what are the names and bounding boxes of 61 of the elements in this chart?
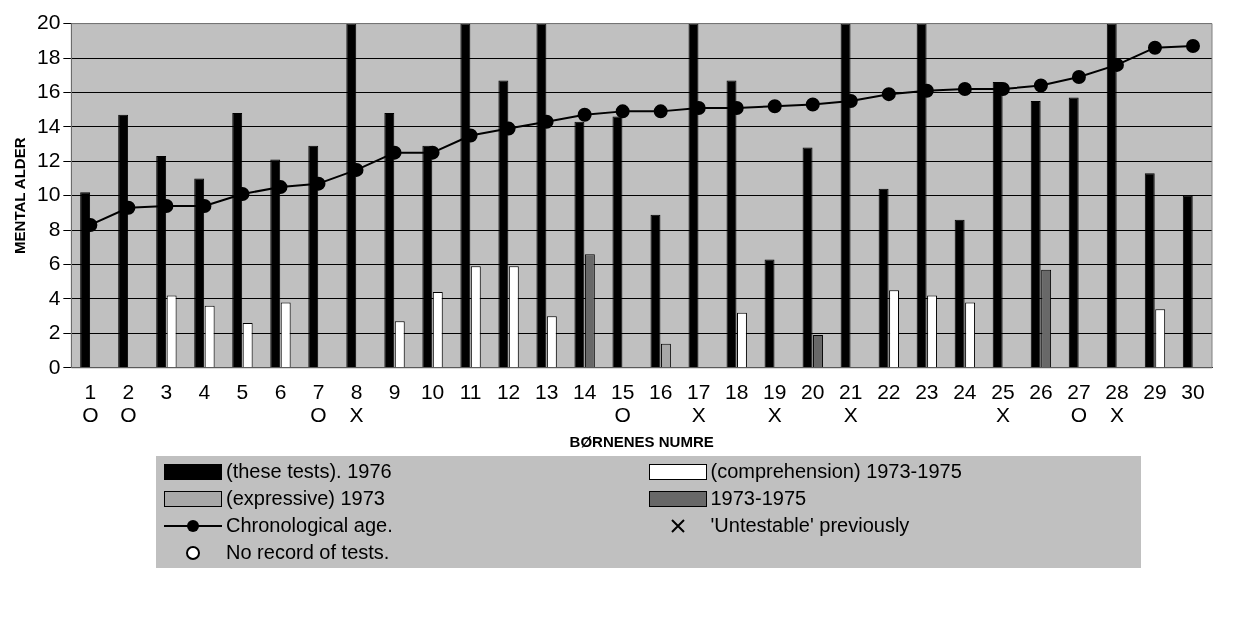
y-tick-label: 18 — [37, 44, 61, 68]
x-tick-label: 17 X — [687, 380, 711, 427]
y-tick-label: 6 — [48, 251, 61, 275]
x-tick-label: 26 — [1029, 380, 1053, 404]
legend-label: Chronological age. — [226, 514, 393, 537]
x-tick-label: 9 — [388, 380, 401, 404]
y-tick-label: 0 — [48, 354, 61, 378]
y-tick-label: 16 — [37, 79, 61, 103]
x-tick-label: 29 — [1143, 380, 1167, 404]
x-tick-label: 6 — [274, 380, 287, 404]
legend-label: (comprehension) 1973-1975 — [710, 460, 962, 483]
point — [1147, 40, 1162, 55]
text: 'Untestable' previously — [710, 514, 910, 537]
x-tick-label: 24 — [953, 380, 977, 404]
x-tick-label: 21 X — [839, 380, 863, 427]
y-tick-label: 8 — [48, 216, 61, 240]
point — [805, 97, 820, 112]
point — [1033, 78, 1048, 93]
x-tick-label: 25 X — [991, 380, 1015, 427]
point — [653, 104, 668, 119]
legend-label: (these tests). 1976 — [226, 460, 392, 483]
x-axis-title: BØRNENES NUMRE — [569, 433, 714, 451]
x-tick-label: 18 — [725, 380, 749, 404]
x-tick-label: 19 X — [763, 380, 787, 427]
x-tick-label: 22 — [877, 380, 901, 404]
point — [577, 107, 592, 122]
x-tick-label: 30 — [1181, 380, 1205, 404]
point — [767, 99, 782, 114]
y-tick-label: 20 — [37, 10, 61, 34]
x-tick-label: 4 — [198, 380, 211, 404]
point — [881, 87, 896, 102]
x-tick-label: 1 O — [82, 380, 99, 427]
x-tick-label: 12 — [496, 380, 521, 404]
point — [1185, 38, 1200, 53]
x-tick-label: 5 — [236, 380, 249, 404]
x-tick-label: 11 — [459, 380, 482, 404]
x-tick-label: 3 — [160, 380, 173, 404]
legend-label: (expressive) 1973 — [226, 487, 385, 510]
x-tick-label: 7 O — [310, 380, 327, 427]
x-tick-label: 8 X — [349, 380, 364, 427]
text: No record of tests. — [226, 541, 390, 564]
point — [615, 104, 630, 119]
x-tick-label: 13 — [534, 380, 559, 404]
legend-label: 1973-1975 — [710, 487, 807, 510]
point — [957, 82, 972, 96]
x-tick-label: 27 O — [1067, 380, 1091, 427]
x-tick-label: 14 — [572, 380, 597, 404]
x-tick-label: 20 — [801, 380, 825, 404]
y-tick-label: 14 — [37, 113, 61, 137]
y-axis-title: MENTAL ALDER — [11, 137, 29, 254]
x-tick-label: 28 X — [1105, 380, 1129, 427]
point — [1071, 69, 1086, 84]
y-tick-label: 2 — [48, 320, 61, 344]
y-tick-label: 12 — [37, 148, 61, 172]
y-tick-label: 4 — [48, 285, 61, 309]
x-tick-label: 16 — [649, 380, 673, 404]
x-tick-label: 10 — [420, 380, 445, 404]
y-tick-label: 10 — [37, 182, 61, 206]
x-tick-label: 15 O — [610, 380, 635, 427]
x-tick-label: 2 O — [120, 380, 137, 427]
x-tick-label: 23 — [915, 380, 939, 404]
